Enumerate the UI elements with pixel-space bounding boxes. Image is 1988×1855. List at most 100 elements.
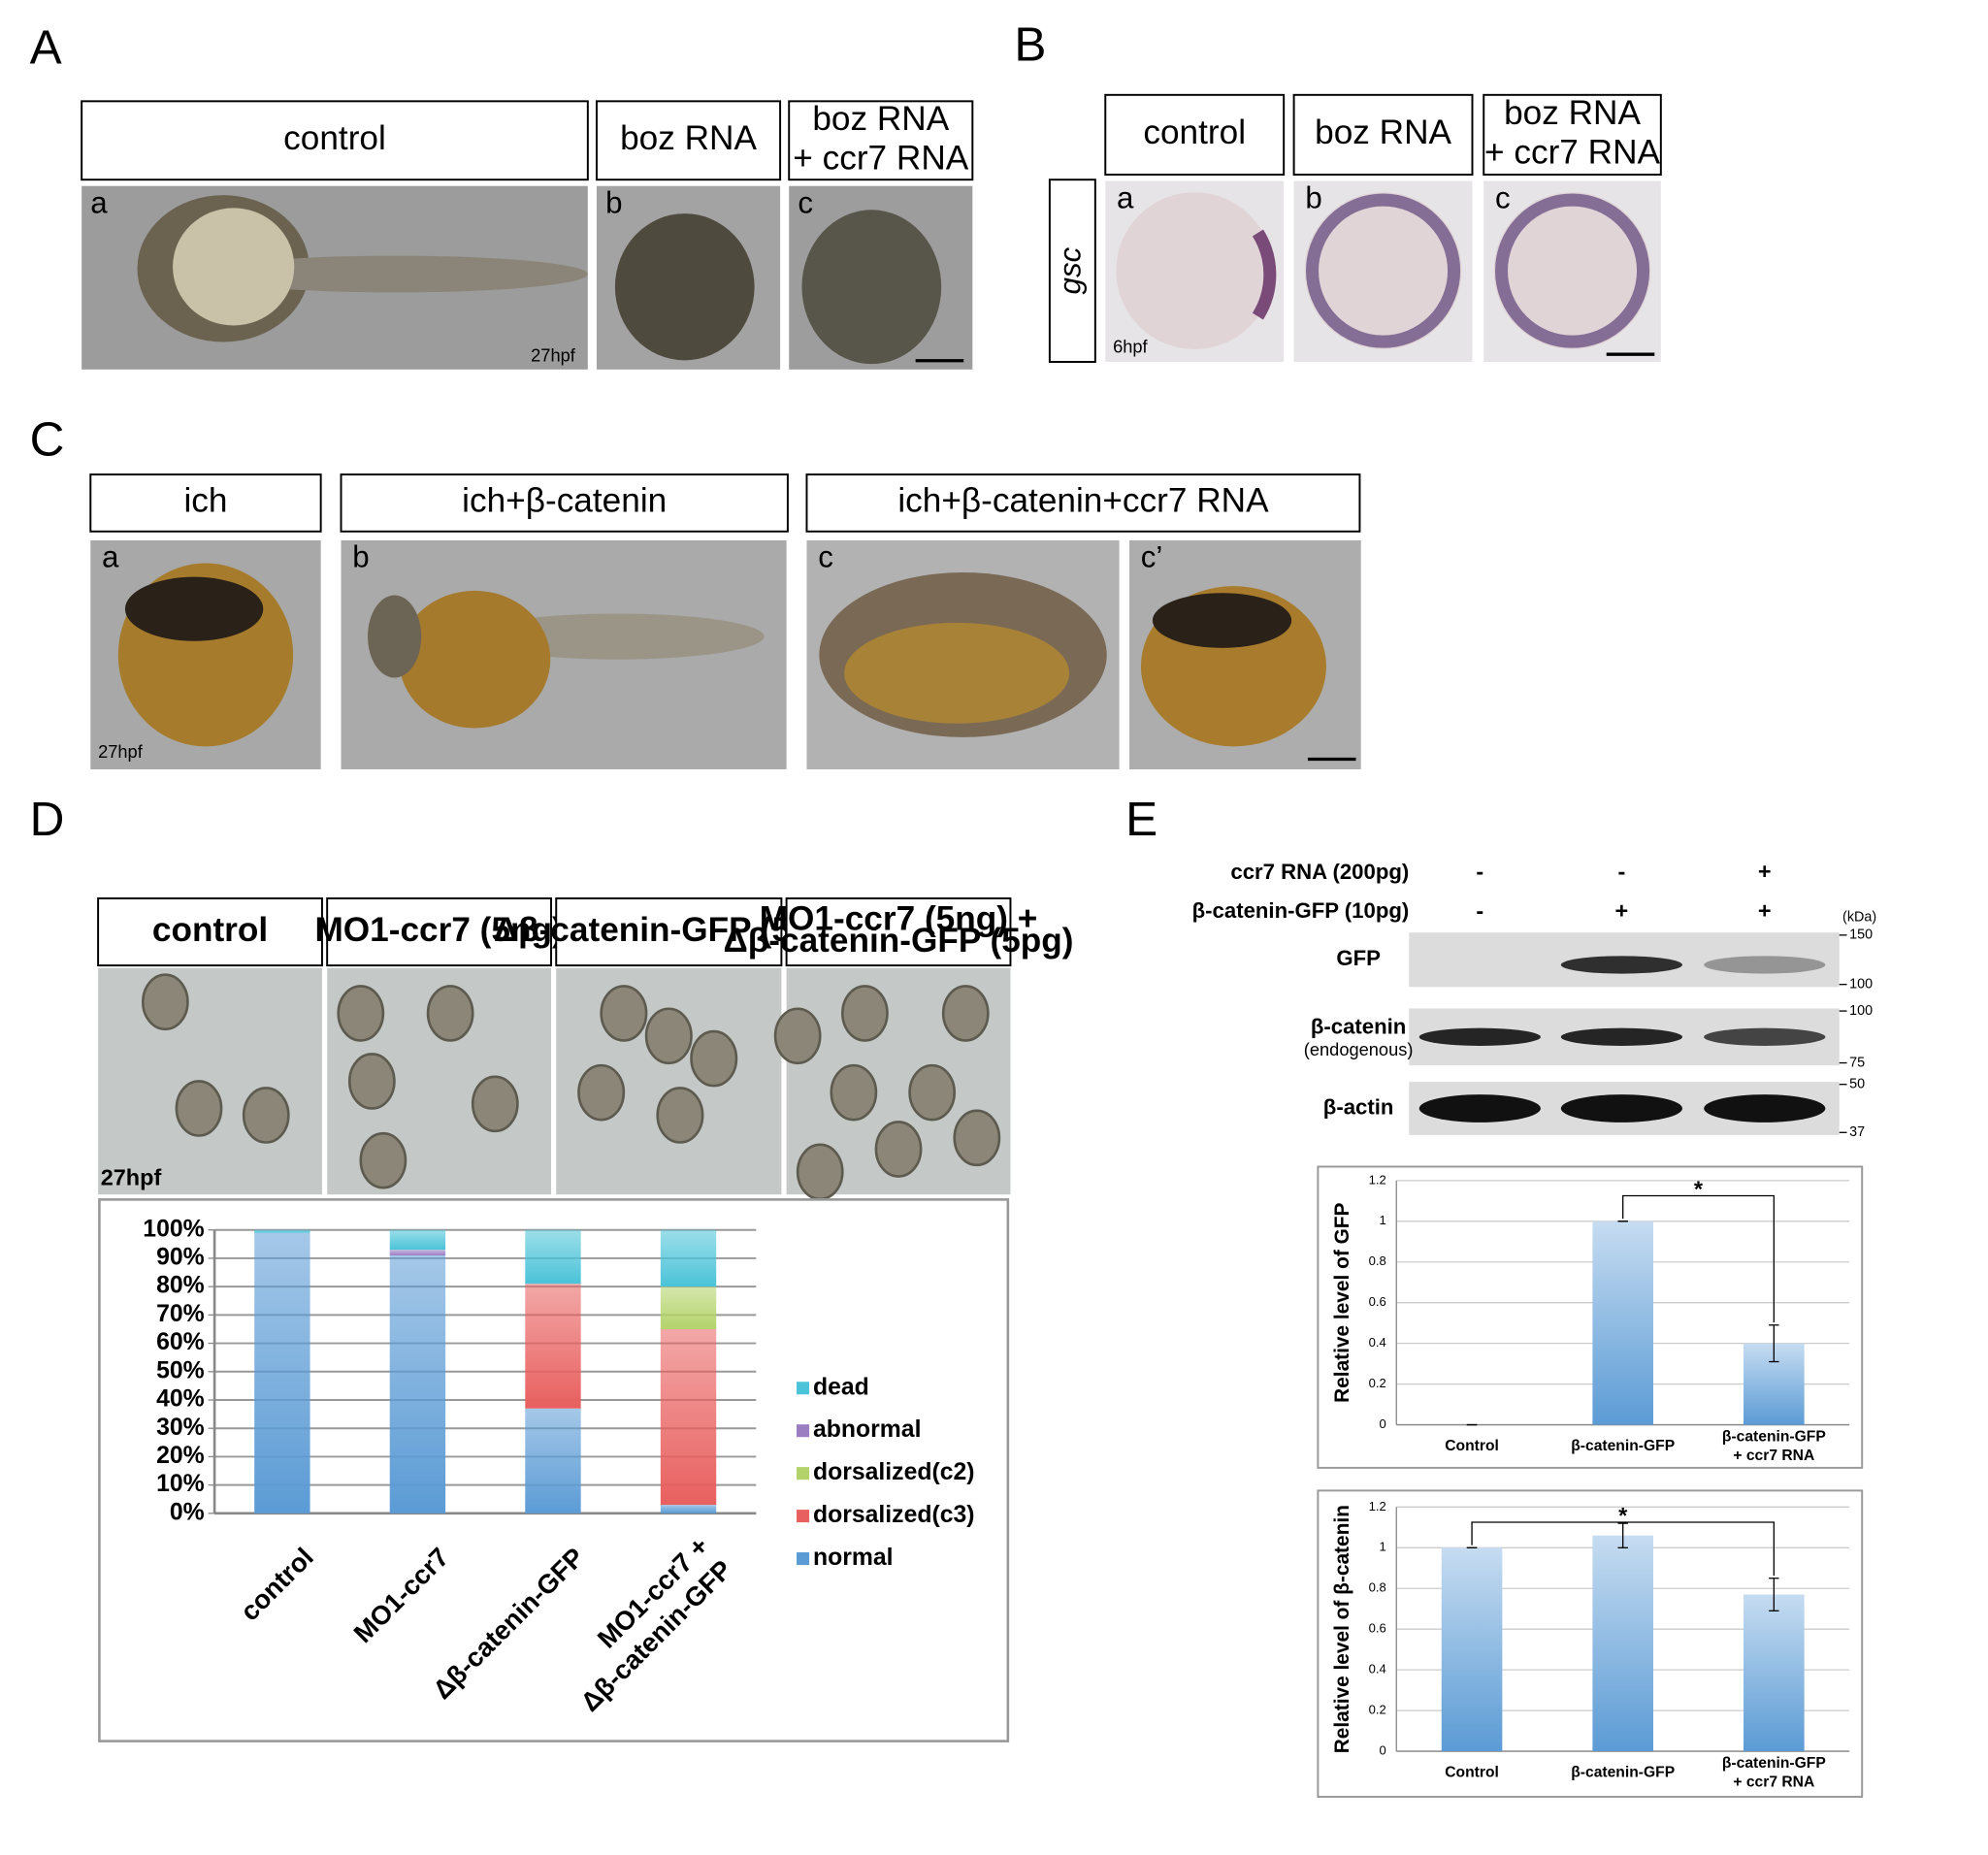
marker-label: 100 (1849, 976, 1873, 992)
embryo (175, 1080, 223, 1137)
photo-sublabel: c’ (1141, 540, 1163, 574)
header-box (89, 473, 322, 533)
photo-sublabel: c (818, 540, 833, 574)
header-text: boz RNA (812, 100, 949, 138)
x-tick-label: Control (1445, 1764, 1499, 1780)
stage-label: 27hpf (98, 741, 144, 762)
condition-sign: + (1758, 859, 1772, 884)
header-box (595, 100, 782, 181)
embryo (347, 1053, 396, 1110)
y-tick-label: 80% (156, 1273, 205, 1299)
header-box (97, 897, 323, 967)
header-text: ich+β-catenin (462, 482, 667, 520)
embryo (644, 1007, 693, 1065)
y-tick-label: 90% (156, 1244, 205, 1270)
stain (1494, 193, 1650, 348)
embryo (173, 208, 295, 326)
bar (1744, 1594, 1805, 1752)
marker-label: 75 (1849, 1055, 1865, 1070)
bar-segment (254, 1232, 310, 1513)
embryo (337, 985, 385, 1042)
embryo (941, 985, 990, 1042)
blot-band (1560, 956, 1683, 974)
y-tick-label: 30% (156, 1415, 205, 1441)
legend-label: dorsalized(c2) (813, 1459, 975, 1485)
stage-label: 27hpf (101, 1165, 162, 1190)
x-tick-label: β-catenin-GFP (1571, 1438, 1675, 1454)
header-text: boz RNA (1315, 114, 1451, 151)
bar-segment (660, 1286, 717, 1329)
blot-label: GFP (1336, 946, 1381, 970)
blot-label: β-actin (1323, 1094, 1394, 1119)
y-tick-label: 0.4 (1369, 1662, 1386, 1676)
embryo (953, 1109, 1001, 1167)
y-tick-label: 1 (1380, 1213, 1386, 1227)
panel-label: A (30, 19, 62, 74)
header-text: control (152, 911, 268, 949)
embryo (399, 590, 551, 729)
legend-label: dead (813, 1374, 869, 1400)
panel-label: B (1014, 17, 1046, 72)
y-tick-label: 0.2 (1369, 1703, 1386, 1717)
condition-sign: - (1476, 898, 1483, 924)
blot-label: β-catenin (1311, 1015, 1406, 1039)
bar-segment (389, 1255, 446, 1513)
condition-sign: + (1615, 898, 1629, 924)
y-tick-label: 0.6 (1369, 1294, 1386, 1309)
x-tick-label: Control (1445, 1438, 1499, 1454)
y-tick-label: 1.2 (1369, 1172, 1386, 1187)
y-tick-label: 100% (143, 1216, 204, 1242)
photo-sublabel: b (352, 540, 369, 574)
legend-swatch (797, 1467, 810, 1481)
condition-sign: - (1617, 859, 1625, 884)
bar-segment (525, 1408, 581, 1513)
error-bar (1617, 1522, 1628, 1548)
y-tick-label: 70% (156, 1301, 205, 1327)
panel-label: E (1125, 792, 1157, 846)
blot-band (1704, 1027, 1826, 1046)
marker-label: 150 (1849, 928, 1873, 943)
marker-box (1048, 179, 1096, 363)
header-text: MO1-ccr7 (5ng) (314, 911, 563, 949)
legend-swatch (797, 1552, 810, 1566)
x-tick-label: β-catenin-GFP (1571, 1764, 1675, 1780)
significance-mark: * (1694, 1176, 1704, 1201)
embryo (1493, 192, 1651, 349)
embryo (841, 985, 889, 1042)
legend-label: dorsalized(c3) (813, 1502, 975, 1528)
header-text: boz RNA (1504, 94, 1641, 132)
header-text: Δβ-catenin-GFP (5pg) (724, 922, 1074, 960)
legend-label: normal (813, 1545, 894, 1571)
unit-label: (kDa) (1842, 909, 1876, 925)
blot-band (1560, 1094, 1683, 1123)
embryo (141, 973, 189, 1031)
blot-band (1704, 1094, 1826, 1123)
blot-band (1418, 1094, 1541, 1123)
photo-sublabel: a (90, 186, 108, 220)
bar-segment (525, 1229, 581, 1285)
embryo (874, 1121, 923, 1178)
header-box (1483, 93, 1662, 176)
header-box (805, 473, 1361, 533)
y-tick-label: 0.2 (1369, 1376, 1386, 1390)
embryo (577, 1063, 626, 1122)
photo-sublabel: a (102, 540, 119, 574)
embryo (242, 1087, 290, 1144)
embryo (656, 1087, 704, 1144)
embryo (124, 576, 264, 641)
panel-label: D (30, 792, 65, 846)
photo (98, 967, 322, 1195)
blot-band (1418, 1027, 1541, 1046)
photo-sublabel: a (1117, 180, 1134, 214)
significance-bracket (1622, 1194, 1775, 1323)
y-tick-label: 0.8 (1369, 1253, 1386, 1268)
header-text: ich+β-catenin+ccr7 RNA (897, 482, 1269, 520)
legend-swatch (797, 1424, 810, 1438)
marker-label: 37 (1849, 1124, 1865, 1140)
y-tick-label: 20% (156, 1443, 205, 1469)
header-box (788, 100, 974, 181)
marker-label: 100 (1849, 1003, 1873, 1019)
condition-sign: - (1476, 859, 1483, 884)
y-tick-label: 0 (1380, 1742, 1386, 1757)
embryo (773, 1007, 822, 1065)
